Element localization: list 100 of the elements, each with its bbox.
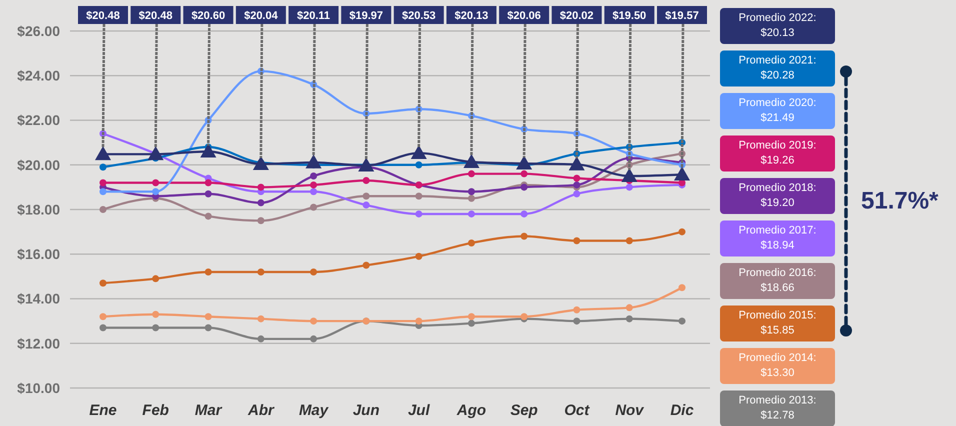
y-tick-label: $22.00	[17, 112, 60, 128]
x-tick-label: Sep	[510, 402, 538, 419]
data-label: $20.06	[507, 10, 541, 22]
point	[310, 188, 318, 196]
point	[152, 179, 160, 186]
point	[468, 170, 475, 178]
point	[257, 199, 264, 206]
x-tick-label: Mar	[194, 402, 223, 419]
point	[463, 154, 480, 168]
point	[415, 161, 422, 168]
point	[573, 318, 580, 325]
point	[252, 156, 269, 170]
x-tick-label: Oct	[564, 402, 590, 419]
point	[100, 324, 106, 332]
point	[626, 184, 633, 191]
point	[257, 217, 264, 224]
point	[310, 318, 318, 325]
point	[148, 146, 164, 160]
point	[678, 228, 686, 236]
text: Promedio 2016: $18.66	[738, 267, 816, 294]
x-tick-label: Abr	[246, 402, 275, 419]
x-tick-label: Jul	[408, 402, 430, 419]
y-tick-label: $16.00	[17, 246, 60, 262]
point	[310, 181, 318, 188]
point	[358, 158, 374, 172]
point	[468, 210, 475, 218]
point	[257, 335, 264, 342]
point	[520, 170, 528, 178]
point	[626, 237, 633, 244]
point	[306, 154, 322, 168]
point	[257, 268, 264, 276]
x-tick-label: Dic	[670, 402, 694, 419]
point	[678, 318, 686, 325]
point	[310, 172, 318, 180]
data-label: $20.02	[560, 10, 594, 22]
point	[310, 268, 318, 276]
point	[100, 206, 106, 213]
text: Promedio 2021: $20.28	[738, 54, 816, 82]
point	[100, 179, 106, 186]
point	[95, 146, 111, 160]
x-tick-label: May	[298, 402, 329, 419]
point	[626, 315, 633, 322]
x-tick-label: Feb	[142, 402, 169, 419]
point	[468, 239, 475, 246]
point	[362, 262, 370, 269]
point	[468, 194, 475, 202]
point	[626, 304, 633, 312]
point	[100, 313, 106, 320]
point	[674, 166, 690, 180]
point	[152, 275, 160, 282]
data-label: $20.48	[138, 10, 172, 22]
point	[415, 192, 422, 200]
point	[257, 184, 264, 191]
point	[152, 324, 160, 332]
point	[100, 188, 106, 196]
point	[573, 306, 580, 314]
point	[362, 192, 370, 200]
data-label: $20.04	[244, 10, 279, 22]
point	[520, 210, 528, 218]
text: Promedio 2019: $19.26	[738, 140, 816, 166]
text: Promedio 2020: $21.49	[738, 97, 816, 124]
point	[362, 202, 370, 209]
point	[204, 190, 212, 198]
point	[257, 315, 264, 322]
point	[573, 237, 580, 244]
point	[573, 190, 580, 198]
point	[621, 168, 638, 182]
point	[520, 184, 528, 191]
point	[204, 268, 212, 276]
data-label: $20.48	[86, 10, 120, 22]
text: Promedio 2015: $15.85	[738, 310, 816, 336]
text: 51.7%*	[861, 187, 940, 214]
y-tick-label: $14.00	[17, 290, 60, 307]
point	[468, 320, 475, 327]
point	[204, 212, 212, 220]
x-tick-label: Ago	[456, 402, 486, 419]
point	[415, 318, 422, 325]
point	[152, 188, 160, 196]
point	[310, 204, 318, 211]
text: Promedio 2018: $19.20	[738, 182, 816, 209]
text: Promedio 2014: $13.30	[738, 352, 816, 379]
point	[415, 252, 422, 260]
point	[415, 210, 422, 218]
y-tick-label: $20.00	[17, 156, 60, 173]
data-label: $20.11	[297, 10, 330, 22]
y-tick-label: $18.00	[17, 201, 60, 218]
x-tick-label: Nov	[615, 402, 646, 419]
data-label: $20.13	[454, 10, 488, 22]
point	[468, 188, 475, 196]
point	[152, 310, 160, 318]
data-label: $20.53	[402, 10, 436, 22]
point	[678, 284, 686, 292]
point	[520, 232, 528, 240]
point	[568, 156, 585, 170]
y-tick-label: $24.00	[17, 68, 60, 84]
point	[410, 145, 427, 160]
point	[573, 181, 580, 188]
point	[200, 143, 216, 158]
point	[468, 313, 475, 320]
point	[362, 176, 370, 184]
